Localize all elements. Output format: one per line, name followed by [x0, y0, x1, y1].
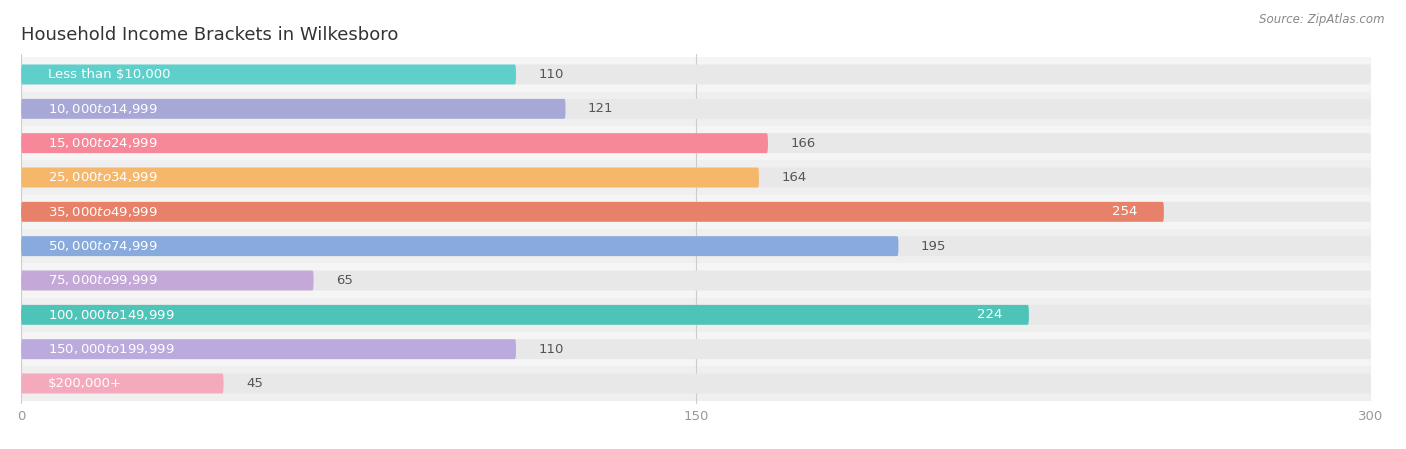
Text: Household Income Brackets in Wilkesboro: Household Income Brackets in Wilkesboro: [21, 26, 398, 44]
Text: 166: 166: [790, 136, 815, 150]
FancyBboxPatch shape: [21, 236, 1371, 256]
FancyBboxPatch shape: [21, 133, 768, 153]
FancyBboxPatch shape: [21, 65, 516, 84]
Text: $200,000+: $200,000+: [48, 377, 122, 390]
Bar: [21, 160, 1371, 195]
Bar: [21, 366, 1371, 401]
Bar: [21, 126, 1371, 160]
Text: Less than $10,000: Less than $10,000: [48, 68, 170, 81]
Bar: [21, 263, 1371, 298]
FancyBboxPatch shape: [21, 339, 1371, 359]
FancyBboxPatch shape: [21, 305, 1029, 325]
FancyBboxPatch shape: [21, 339, 516, 359]
Text: $10,000 to $14,999: $10,000 to $14,999: [48, 102, 157, 116]
Text: 110: 110: [538, 68, 564, 81]
Text: 195: 195: [921, 240, 946, 253]
Bar: [21, 298, 1371, 332]
Text: $15,000 to $24,999: $15,000 to $24,999: [48, 136, 157, 150]
Text: 121: 121: [588, 102, 613, 115]
Text: $35,000 to $49,999: $35,000 to $49,999: [48, 205, 157, 219]
Text: $100,000 to $149,999: $100,000 to $149,999: [48, 308, 174, 322]
FancyBboxPatch shape: [21, 133, 1371, 153]
Bar: [21, 332, 1371, 366]
Text: 224: 224: [977, 308, 1002, 321]
FancyBboxPatch shape: [21, 271, 314, 291]
FancyBboxPatch shape: [21, 202, 1164, 222]
Text: 45: 45: [246, 377, 263, 390]
FancyBboxPatch shape: [21, 202, 1371, 222]
FancyBboxPatch shape: [21, 167, 759, 187]
Text: $75,000 to $99,999: $75,000 to $99,999: [48, 273, 157, 287]
Bar: [21, 57, 1371, 92]
Text: 65: 65: [336, 274, 353, 287]
FancyBboxPatch shape: [21, 236, 898, 256]
Text: 254: 254: [1112, 205, 1137, 218]
FancyBboxPatch shape: [21, 65, 1371, 84]
Bar: [21, 92, 1371, 126]
FancyBboxPatch shape: [21, 99, 565, 119]
Bar: [21, 229, 1371, 263]
FancyBboxPatch shape: [21, 374, 1371, 393]
FancyBboxPatch shape: [21, 374, 224, 393]
Text: $150,000 to $199,999: $150,000 to $199,999: [48, 342, 174, 356]
Text: 164: 164: [782, 171, 807, 184]
FancyBboxPatch shape: [21, 271, 1371, 291]
Text: 110: 110: [538, 343, 564, 356]
FancyBboxPatch shape: [21, 99, 1371, 119]
Text: $50,000 to $74,999: $50,000 to $74,999: [48, 239, 157, 253]
Bar: [21, 195, 1371, 229]
FancyBboxPatch shape: [21, 167, 1371, 187]
Text: $25,000 to $34,999: $25,000 to $34,999: [48, 171, 157, 185]
Text: Source: ZipAtlas.com: Source: ZipAtlas.com: [1260, 13, 1385, 26]
FancyBboxPatch shape: [21, 305, 1371, 325]
